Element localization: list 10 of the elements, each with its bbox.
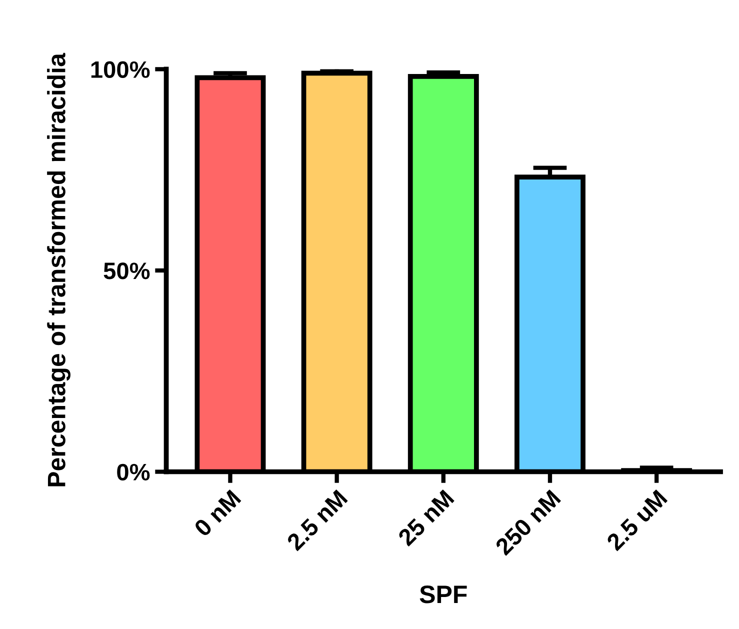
y-tick-label: 100%: [91, 61, 150, 78]
y-axis-title: Percentage of transformed miracidia: [47, 52, 70, 486]
x-tick-label: 0 nM: [193, 489, 242, 538]
x-tick-label: 250 nM: [494, 489, 562, 556]
x-axis-title: SPF: [420, 586, 467, 604]
y-tick-label: 50%: [104, 262, 150, 280]
x-tick-label: 2.5 nM: [286, 489, 348, 552]
x-tick-label: 25 nM: [397, 489, 455, 547]
y-tick-label: 0%: [117, 464, 150, 481]
x-tick-label: 2.5 uM: [606, 489, 668, 552]
